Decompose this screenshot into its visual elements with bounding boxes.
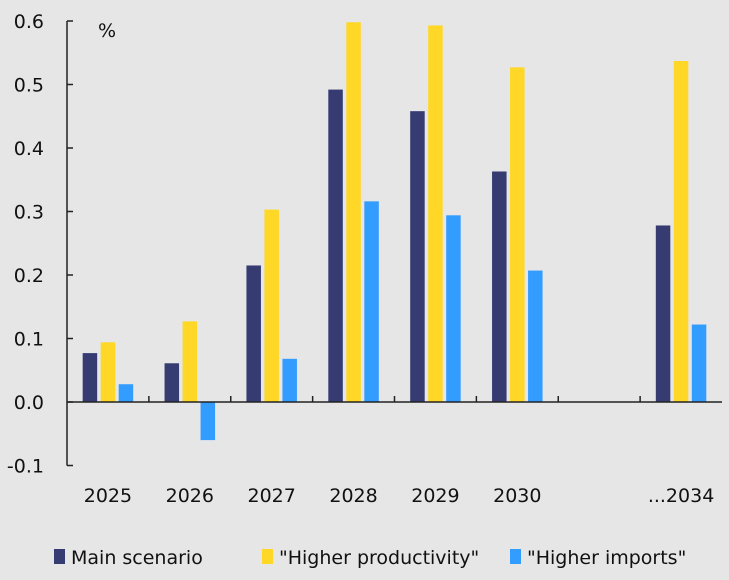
bars	[82, 22, 707, 441]
bar-higher-imports-2027	[282, 358, 297, 402]
x-tick-label: 2029	[411, 485, 459, 507]
y-tick-label: 0.4	[14, 138, 44, 160]
legend-swatch	[54, 549, 65, 564]
y-tick-label: 0.2	[14, 265, 44, 287]
bar-higher-productivity-2025	[100, 342, 116, 402]
legend-label: "Higher productivity"	[279, 547, 479, 569]
y-tick-label: 0.5	[14, 75, 44, 97]
y-tick-label: 0.0	[14, 392, 44, 414]
y-tick-label: 0.6	[14, 11, 44, 33]
bar-higher-imports-2026	[200, 402, 216, 441]
x-tick-label: 2025	[84, 485, 132, 507]
y-tick-label: -0.1	[7, 456, 44, 478]
legend-label: "Higher imports"	[527, 547, 686, 569]
bar-higher-productivity-2030	[510, 67, 525, 402]
bar-higher-productivity-2026	[182, 321, 198, 402]
x-tick-label: 2026	[166, 485, 214, 507]
bar-higher-imports-2030	[528, 270, 543, 402]
bar-higher-imports-2028	[364, 201, 379, 402]
bar-main-scenario-...2034	[655, 225, 671, 402]
bar-higher-productivity-2027	[264, 209, 279, 402]
x-axis: 2025 2026 2027 2028 2029 2030 ...2034	[67, 396, 722, 507]
y-tick-label: 0.3	[14, 202, 44, 224]
x-tick-label: 2030	[493, 485, 541, 507]
bar-higher-imports-2029	[446, 215, 461, 402]
bar-main-scenario-2026	[164, 363, 180, 402]
x-tick-label: ...2034	[648, 485, 714, 507]
legend-swatch	[510, 549, 521, 564]
bar-higher-productivity-...2034	[673, 61, 689, 402]
legend-label: Main scenario	[71, 547, 203, 569]
x-tick-label: 2028	[329, 485, 377, 507]
bar-main-scenario-2029	[410, 111, 425, 403]
bar-main-scenario-2028	[328, 89, 343, 402]
y-axis: 0.6 0.5 0.4 0.3 0.2 0.1 0.0 -0.1	[7, 11, 73, 478]
bar-main-scenario-2025	[82, 353, 98, 402]
legend-swatch	[262, 549, 273, 564]
y-tick-label: 0.1	[14, 329, 44, 351]
bar-higher-productivity-2028	[346, 22, 361, 403]
x-tick-label: 2027	[248, 485, 296, 507]
unit-label: %	[98, 20, 116, 42]
legend: Main scenario "Higher productivity" "Highe…	[54, 547, 686, 569]
bar-higher-imports-2025	[118, 384, 134, 402]
bar-main-scenario-2030	[492, 171, 507, 402]
bar-main-scenario-2027	[246, 265, 261, 402]
bar-higher-imports-...2034	[691, 324, 707, 402]
bar-higher-productivity-2029	[428, 25, 443, 402]
